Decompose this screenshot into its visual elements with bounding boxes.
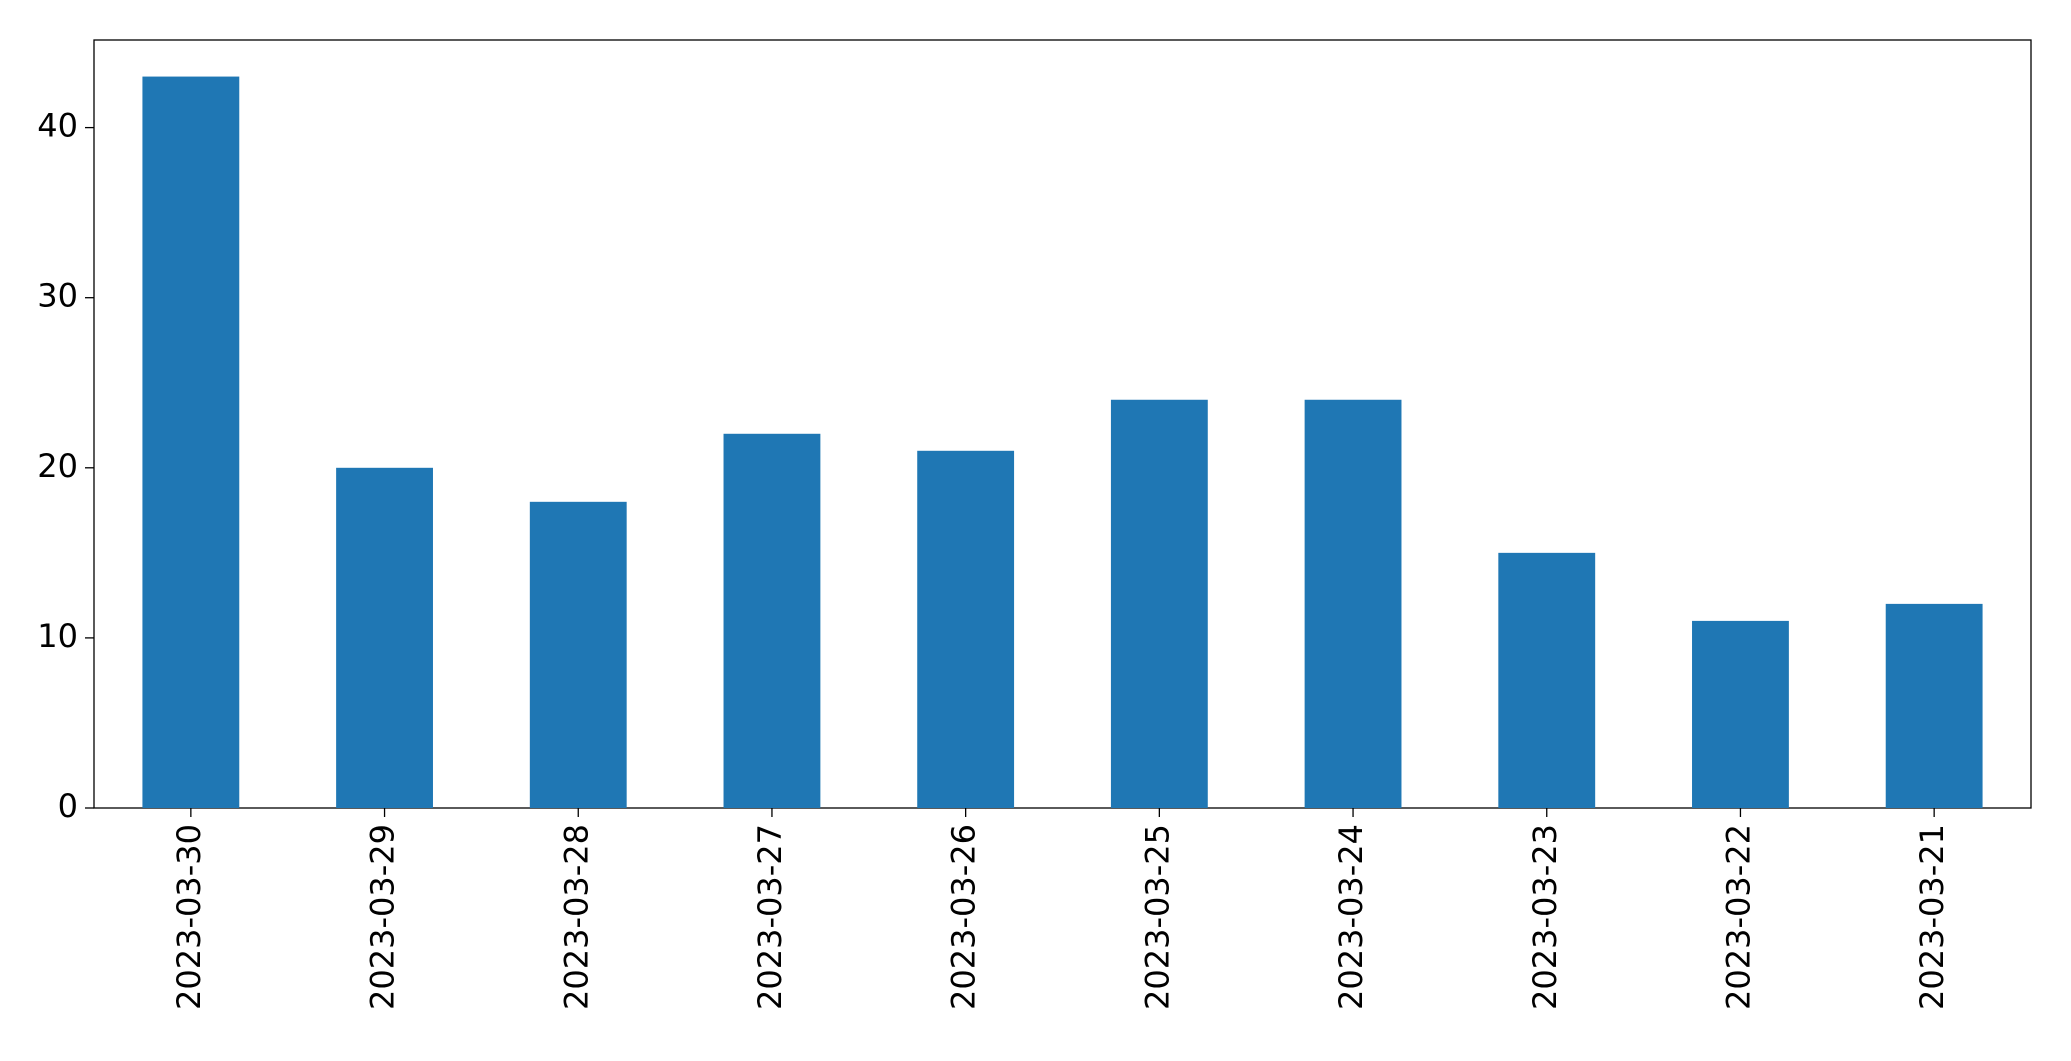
y-tick-label: 10 (37, 617, 78, 655)
x-tick-label: 2023-03-22 (1719, 824, 1757, 1010)
bar (1885, 603, 1983, 808)
x-tick-label: 2023-03-28 (557, 824, 595, 1010)
bar (142, 76, 240, 809)
x-tick-label: 2023-03-26 (945, 824, 983, 1010)
bar (917, 450, 1015, 808)
bar (529, 501, 627, 808)
bar (336, 467, 433, 808)
x-tick-label: 2023-03-24 (1332, 824, 1370, 1010)
x-tick-label: 2023-03-30 (170, 824, 208, 1010)
plot-frame (93, 39, 2032, 809)
bar (1692, 620, 1789, 808)
y-tick-label: 40 (37, 107, 78, 145)
y-tick-label: 0 (58, 787, 78, 825)
x-tick-label: 2023-03-21 (1913, 824, 1951, 1010)
bar (1304, 399, 1402, 808)
x-tick-label: 2023-03-27 (751, 824, 789, 1010)
x-tick-label: 2023-03-25 (1138, 824, 1176, 1010)
bar (1110, 399, 1208, 808)
bar (723, 433, 821, 808)
y-tick-label: 20 (37, 447, 78, 485)
bar (1498, 552, 1596, 808)
y-tick-label: 30 (37, 277, 78, 315)
x-tick-label: 2023-03-23 (1526, 824, 1564, 1010)
x-tick-label: 2023-03-29 (364, 824, 402, 1010)
